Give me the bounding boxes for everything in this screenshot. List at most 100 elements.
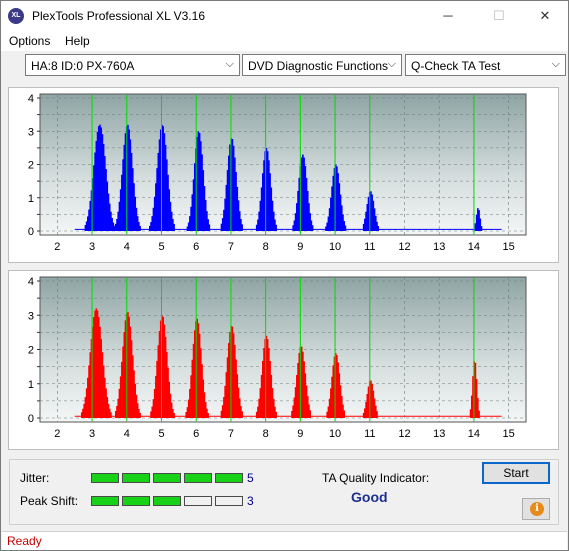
peak-bar	[94, 310, 96, 418]
jitter-bar	[293, 220, 296, 231]
peak-bar	[298, 352, 301, 418]
peak-bar	[271, 388, 274, 418]
peak-bar	[150, 411, 152, 418]
jitter-x-tick: 13	[433, 241, 445, 253]
jitter-bar	[269, 173, 271, 231]
jitter-bar	[113, 225, 116, 231]
jitter-bar	[292, 225, 294, 231]
jitter-bar	[223, 209, 225, 231]
peak-bar	[292, 405, 294, 418]
jitter-bar	[169, 201, 172, 231]
jitter-bar	[310, 220, 313, 231]
peak-bar	[294, 387, 297, 418]
jitter-bar	[164, 144, 167, 231]
jitter-bar	[364, 218, 366, 231]
test-select[interactable]: Q-Check TA Test ⌵	[405, 54, 566, 76]
peak-bar	[308, 404, 310, 418]
peak-bar	[152, 399, 155, 418]
peak-bar	[229, 332, 231, 418]
minimize-button[interactable]: ─	[443, 8, 453, 23]
peak-y-tick: 0	[28, 413, 34, 425]
jitter-bar	[173, 223, 175, 231]
jitter-bar	[190, 206, 192, 231]
jitter-bar	[326, 222, 328, 231]
peak-bar	[334, 352, 337, 418]
jitter-bar	[302, 154, 304, 231]
peak-bar	[168, 381, 171, 418]
jitter-bar	[201, 154, 203, 231]
jitter-bar	[204, 200, 207, 231]
jitter-x-tick: 8	[263, 241, 269, 253]
menu-help[interactable]: Help	[65, 34, 90, 48]
jitter-bar	[133, 183, 135, 231]
peak-bar	[83, 403, 85, 418]
ta-quality-label: TA Quality Indicator:	[322, 471, 430, 485]
jitter-bar	[306, 190, 309, 231]
peak-bar	[303, 361, 305, 418]
peak-bar	[336, 355, 338, 418]
info-button[interactable]: i	[522, 498, 550, 520]
jitter-score: 5	[247, 471, 254, 485]
jitter-bar	[365, 211, 367, 231]
jitter-bar	[367, 196, 370, 231]
jitter-bar	[136, 216, 139, 231]
ta-quality-value: Good	[351, 489, 388, 505]
peak-bar	[470, 395, 473, 418]
peak-bar	[202, 379, 205, 418]
jitter-y-tick: 0	[28, 226, 34, 238]
jitter-bar	[112, 222, 115, 231]
maximize-button[interactable]: ☐	[493, 8, 505, 23]
jitter-bar	[110, 211, 112, 231]
jitter-bar	[220, 223, 223, 231]
jitter-bar	[157, 152, 160, 231]
peak-bar	[163, 324, 166, 418]
jitter-y-tick: 4	[28, 93, 34, 105]
peak-bar	[332, 365, 335, 418]
jitter-series	[84, 124, 483, 231]
peak-bar	[116, 405, 118, 418]
peak-bar	[134, 383, 137, 418]
drive-select[interactable]: HA:8 ID:0 PX-760A ⌵	[25, 54, 240, 76]
peak-bar	[268, 348, 270, 418]
jitter-bar	[236, 186, 239, 231]
start-button[interactable]: Start	[482, 462, 550, 484]
function-select[interactable]: DVD Diagnostic Functions ⌵	[242, 54, 402, 76]
jitter-bar	[134, 196, 137, 231]
peak-bar	[119, 376, 122, 418]
jitter-bar	[226, 169, 229, 231]
jitter-bar	[208, 224, 211, 231]
jitter-bar	[333, 167, 336, 231]
peak-bar	[258, 398, 260, 418]
menu-options[interactable]: Options	[9, 34, 51, 48]
peak-bar	[236, 374, 239, 418]
jitter-bar	[119, 189, 122, 231]
peak-y-tick: 3	[28, 310, 34, 322]
jitter-bar	[309, 213, 311, 231]
peak-bar	[300, 346, 303, 418]
jitter-bar	[166, 159, 168, 231]
peak-bar	[241, 411, 243, 418]
peak-bar	[474, 362, 477, 418]
drive-select-value: HA:8 ID:0 PX-760A	[31, 59, 135, 73]
chevron-down-icon: ⌵	[387, 58, 396, 70]
menu-bar: Options Help	[1, 31, 568, 51]
close-button[interactable]: ✕	[539, 8, 551, 23]
peak-bar	[91, 326, 94, 418]
jitter-bar	[189, 216, 191, 231]
peak-bar	[331, 376, 333, 418]
peak-bar	[190, 375, 192, 418]
jitter-bar	[296, 203, 298, 231]
peak-bar	[189, 388, 191, 418]
peak-shift-segment	[122, 496, 150, 506]
jitter-label: Jitter:	[20, 471, 50, 485]
peak-bar	[197, 323, 200, 418]
jitter-x-tick: 9	[297, 241, 303, 253]
peak-bar	[80, 412, 83, 418]
peak-bar	[100, 338, 103, 418]
jitter-bar	[376, 221, 378, 231]
jitter-bar	[234, 157, 236, 231]
jitter-bar	[298, 177, 301, 231]
jitter-bar	[96, 131, 99, 231]
peak-bar	[207, 413, 209, 418]
